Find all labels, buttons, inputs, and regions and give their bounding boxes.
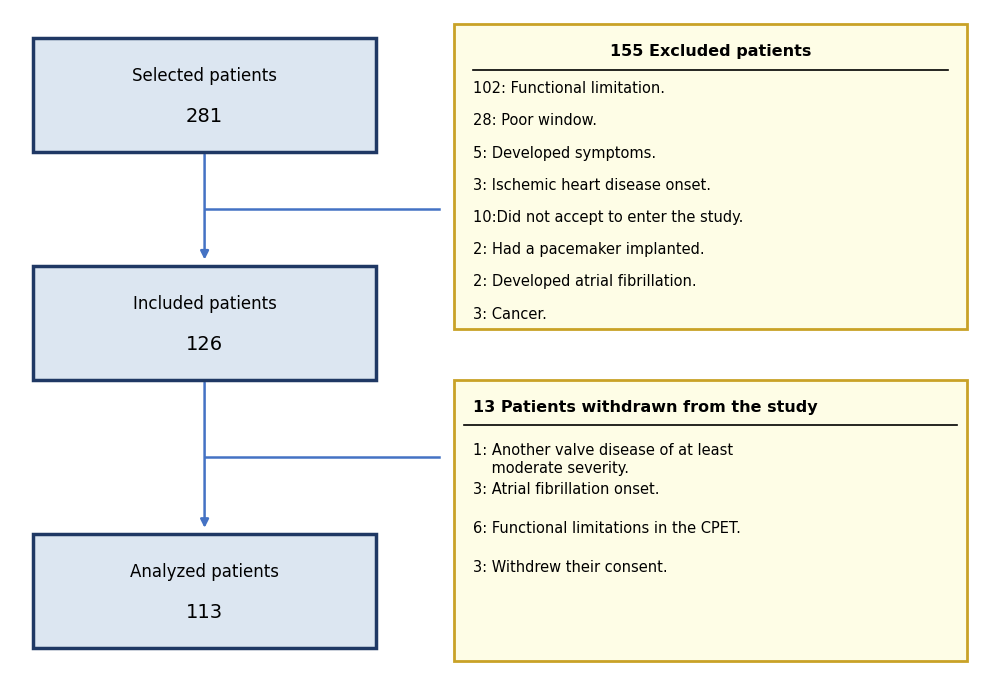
Text: 2: Had a pacemaker implanted.: 2: Had a pacemaker implanted. (473, 242, 705, 257)
FancyBboxPatch shape (454, 24, 967, 329)
Text: 3: Withdrew their consent.: 3: Withdrew their consent. (473, 560, 669, 575)
Text: 6: Functional limitations in the CPET.: 6: Functional limitations in the CPET. (473, 521, 741, 536)
FancyBboxPatch shape (34, 38, 376, 151)
Text: 155 Excluded patients: 155 Excluded patients (610, 44, 811, 59)
Text: 10:Did not accept to enter the study.: 10:Did not accept to enter the study. (473, 210, 743, 225)
Text: 28: Poor window.: 28: Poor window. (473, 113, 598, 128)
Text: 126: 126 (186, 335, 223, 354)
Text: Selected patients: Selected patients (132, 67, 277, 85)
FancyBboxPatch shape (34, 265, 376, 380)
Text: Included patients: Included patients (133, 295, 276, 313)
Text: 13 Patients withdrawn from the study: 13 Patients withdrawn from the study (473, 400, 818, 415)
Text: 1: Another valve disease of at least
    moderate severity.: 1: Another valve disease of at least mod… (473, 443, 734, 476)
Text: 102: Functional limitation.: 102: Functional limitation. (473, 81, 666, 96)
FancyBboxPatch shape (454, 380, 967, 661)
FancyBboxPatch shape (34, 534, 376, 648)
Text: 3: Ischemic heart disease onset.: 3: Ischemic heart disease onset. (473, 178, 712, 193)
Text: 2: Developed atrial fibrillation.: 2: Developed atrial fibrillation. (473, 274, 697, 289)
Text: Analyzed patients: Analyzed patients (130, 563, 279, 581)
Text: 3: Cancer.: 3: Cancer. (473, 307, 547, 322)
Text: 281: 281 (186, 107, 223, 126)
Text: 5: Developed symptoms.: 5: Developed symptoms. (473, 146, 657, 161)
Text: 113: 113 (186, 603, 223, 622)
Text: 3: Atrial fibrillation onset.: 3: Atrial fibrillation onset. (473, 482, 660, 497)
